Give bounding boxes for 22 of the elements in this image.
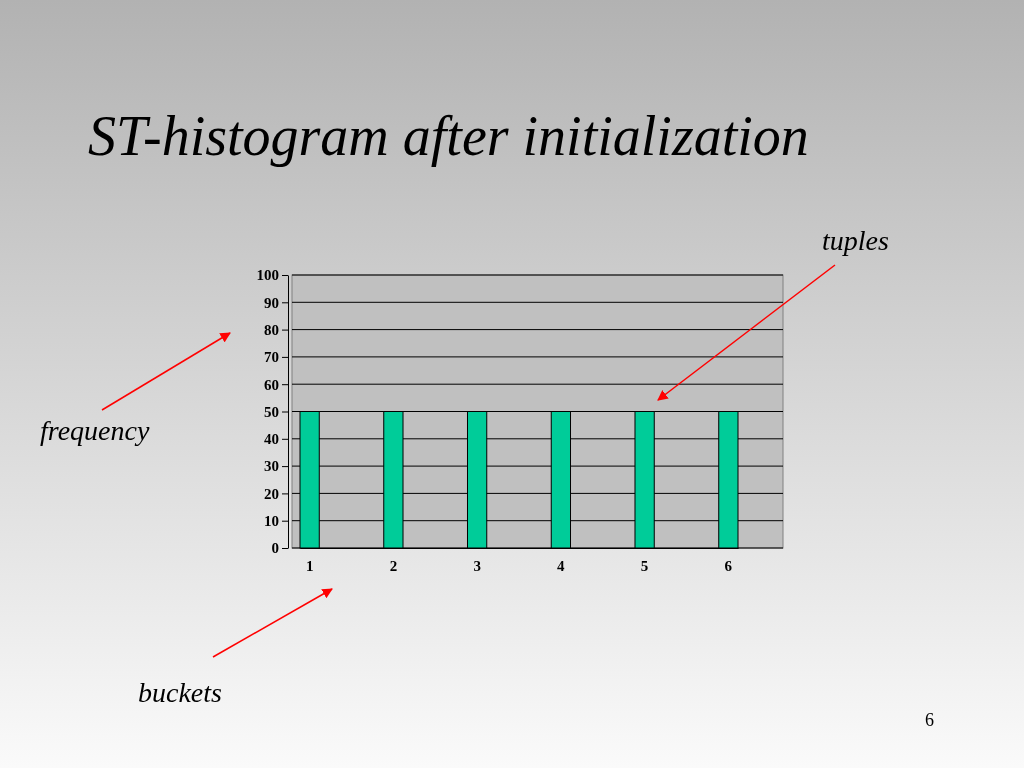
y-tick-label: 70 xyxy=(264,349,279,366)
y-tick-label: 50 xyxy=(264,403,279,420)
x-tick-label: 5 xyxy=(640,557,649,574)
x-tick-label: 1 xyxy=(305,557,314,574)
x-tick-label: 3 xyxy=(473,557,481,574)
y-tick-label: 80 xyxy=(264,321,279,338)
y-tick-label: 0 xyxy=(271,540,279,557)
text: 6 xyxy=(925,710,934,730)
y-tick-label: 20 xyxy=(264,485,279,502)
x-tick-label: 4 xyxy=(557,557,566,574)
y-tick-label: 90 xyxy=(264,294,279,311)
y-tick-label: 40 xyxy=(264,431,279,448)
text: frequency xyxy=(40,415,150,446)
y-tick-label: 30 xyxy=(264,458,279,475)
text: buckets xyxy=(138,677,223,708)
x-tick-label: 6 xyxy=(724,557,733,574)
text: tuples xyxy=(822,225,889,256)
y-tick-label: 10 xyxy=(264,513,279,529)
x-tick-label: 2 xyxy=(389,557,398,574)
chart-title: ST-histogram after initialization xyxy=(88,105,809,167)
y-tick-label: 100 xyxy=(256,267,279,284)
y-tick-label: 60 xyxy=(264,376,279,393)
